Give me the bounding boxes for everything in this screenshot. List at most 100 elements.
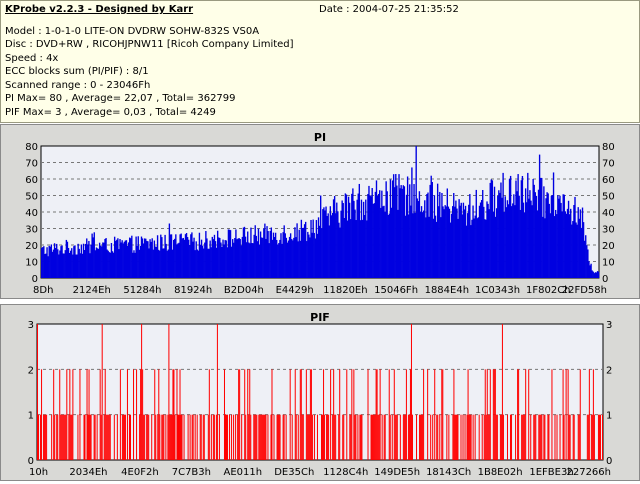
pi-bar [581,207,584,278]
pi-bar [50,244,53,278]
pi-bar [539,177,542,278]
data-series [37,324,603,460]
pi-bar [234,238,236,278]
pi-bar [153,240,156,278]
pif-bar [389,414,391,460]
pif-bar [258,414,260,460]
pi-bar [172,239,175,278]
pif-bar [567,369,569,460]
pi-bar [372,203,374,278]
pi-bar [82,243,85,278]
pi-bar [595,272,598,278]
pif-bar [327,414,329,460]
pi-bar [552,172,555,278]
pi-bar [54,247,57,278]
pi-bar [62,253,64,278]
disc-info: Disc : DVD+RW , RICOHJPNW11 [Ricoh Compa… [5,39,294,50]
pi-bar [471,219,473,278]
pif-bar [464,414,466,460]
pi-bar [41,247,43,278]
pi-bar [332,199,335,278]
pif-bar [374,414,376,460]
pif-bar [423,369,425,460]
x-tick-label: 7C7B3h [172,467,211,478]
y-tick-label-right: 1 [606,411,612,422]
pif-bar [63,414,65,460]
pi-bar [370,196,372,278]
y-tick-label-left: 30 [25,225,38,236]
pif-bar [233,414,235,460]
pif-bar [309,369,311,460]
pi-bar [379,190,381,278]
pif-bar [495,414,497,460]
pif-bar [154,369,156,460]
pi-bar [409,184,411,278]
pi-bar [419,211,422,278]
pi-bar [515,180,517,278]
pi-bar [574,196,576,278]
pif-bar [534,414,536,460]
pif-bar [395,414,397,460]
x-tick-label: 1F802Ch [526,285,571,296]
pi-bar [576,224,578,278]
pi-bar [367,193,369,278]
pi-bar [150,241,152,278]
pi-bar [524,188,527,278]
pif-bar [551,369,553,460]
pi-bar [322,209,324,278]
pif-bar [335,414,337,460]
pi-bar [238,238,240,278]
y-tick-label-right: 3 [606,320,612,331]
pif-bar [548,414,550,460]
pi-bar [128,237,131,278]
pif-bar [276,414,278,460]
pi-bar [84,243,87,278]
pi-bar [262,237,264,278]
pif-bar [460,414,462,460]
pif-bar [142,369,144,460]
pi-bar [385,181,387,278]
pif-bar [525,369,527,460]
pi-bar [501,197,503,278]
pi-bar [330,215,333,278]
pi-bar [505,207,508,278]
pi-bar [123,241,125,278]
pif-bar [455,414,457,460]
pi-bar [278,243,280,278]
pi-summary: PI Max= 80 , Average= 22,07 , Total= 362… [5,93,236,104]
pif-bar [147,414,149,460]
pi-bar [218,237,220,278]
pif-bar [578,414,580,460]
pi-bar [239,239,241,278]
pi-bar [240,245,242,278]
pi-bar [135,236,137,278]
pif-bar [371,414,373,460]
pi-bar [464,205,467,278]
x-tick-label: 8Dh [33,285,53,296]
pif-bar [568,414,570,460]
pif-bar [517,369,519,460]
pi-bar [273,236,276,278]
pif-bar [77,414,79,460]
pif-bar [405,369,407,460]
pif-bar [226,414,228,460]
pif-bar [544,414,546,460]
pif-bar [192,414,194,460]
pif-bar [528,369,530,460]
pi-bar [423,210,425,278]
pif-bar [200,414,202,460]
pi-bar [420,206,423,278]
pi-chart-panel: PI 0 0 10 10 20 20 30 30 40 40 50 50 60 60 70 70 80 80 8Dh 2… [0,124,640,299]
pif-bar [577,414,579,460]
pif-summary: PIF Max= 3 , Average= 0,03 , Total= 4249 [5,107,216,118]
pi-bar [342,203,344,278]
pi-bar [468,204,470,278]
pi-bar [402,185,404,278]
x-tick-label: 4E0F2h [121,467,159,478]
pif-bar [442,369,444,460]
pi-bar [407,214,410,278]
pi-bar [531,205,533,278]
pi-bar [329,206,332,278]
pi-bar [553,216,556,278]
pif-bar [518,369,520,460]
